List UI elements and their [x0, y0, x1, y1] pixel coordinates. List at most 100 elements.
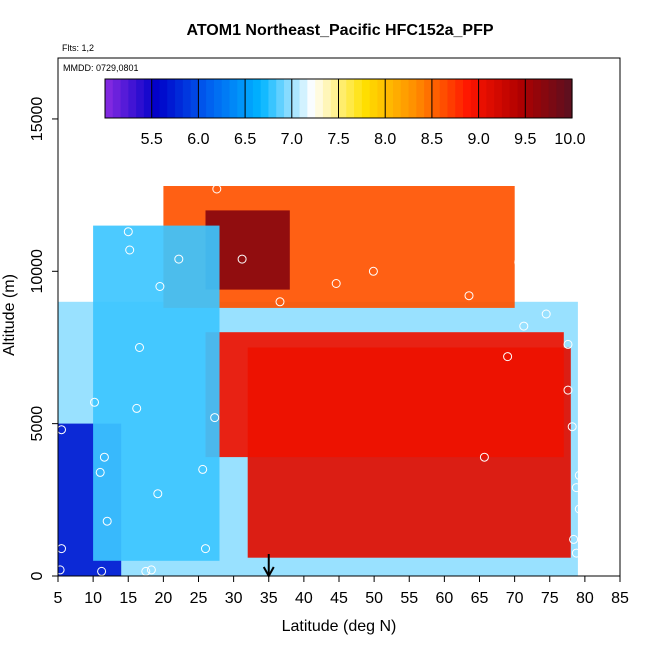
sample-point [135, 343, 144, 352]
colorbar-segment [424, 79, 433, 118]
sample-point [571, 548, 581, 558]
arrow-head [262, 566, 275, 579]
sample-point [97, 566, 107, 576]
field-hotspot [205, 210, 290, 290]
sample-point [530, 269, 540, 279]
colorbar-segment [447, 79, 456, 118]
colorbar-segment [182, 79, 192, 118]
colorbar-segment [385, 79, 394, 118]
colorbar-tick-label: 9.0 [467, 131, 489, 148]
x-tick-label: 65 [471, 590, 489, 607]
colorbar-segment [455, 79, 464, 118]
colorbar-segment [533, 79, 542, 118]
colorbar-segment [330, 79, 340, 118]
sample-point [78, 227, 88, 237]
colorbar-segment [136, 79, 145, 118]
colorbar-segment [159, 79, 168, 118]
x-tick-label: 85 [611, 590, 629, 607]
sample-point [153, 489, 163, 499]
sample-point [132, 403, 142, 413]
sample-point [198, 464, 208, 474]
x-tick-label: 70 [506, 590, 524, 607]
colorbar-segment [105, 79, 114, 118]
y-axis: 0 5000 10000 15000 [29, 97, 58, 580]
sample-point [519, 321, 529, 331]
x-tick-label: 35 [260, 590, 278, 607]
colorbar-tick-label: 10.0 [554, 131, 585, 148]
colorbar-segment [431, 79, 441, 118]
colorbar-tick-label: 7.0 [281, 131, 303, 148]
colorbar-segment [151, 79, 161, 118]
colorbar-tick-label: 5.5 [141, 131, 163, 148]
sample-point [95, 467, 105, 477]
colorbar: 5.5 6.0 6.5 7.0 7.5 8.0 8.5 9.0 9.5 10.0 [104, 78, 586, 148]
colorbar-segment [221, 79, 231, 118]
sample-point [331, 279, 341, 288]
colorbar-segment [392, 79, 402, 118]
sample-point [174, 254, 184, 264]
colorbar-segment [252, 79, 262, 118]
colorbar-segment [463, 79, 472, 118]
colorbar-segment [112, 79, 122, 118]
colorbar-segment [260, 79, 270, 118]
colorbar-segment [501, 79, 511, 118]
x-tick-label: 10 [84, 590, 102, 607]
colorbar-segment [284, 79, 293, 118]
colorbar-segment [276, 79, 285, 118]
sample-point [90, 397, 99, 407]
colorbar-segment [494, 79, 503, 118]
sample-point [574, 470, 584, 480]
x-tick-label: 30 [225, 590, 243, 607]
colorbar-segment [315, 79, 324, 118]
colorbar-segment [478, 79, 487, 118]
sample-point [561, 275, 571, 285]
colorbar-segment [245, 79, 254, 118]
colorbar-segment [143, 79, 153, 118]
colorbar-segment [213, 79, 223, 118]
colorbar-segment [556, 79, 565, 118]
colorbar-segment [377, 79, 386, 118]
sample-point [99, 452, 109, 462]
colorbar-tick-label: 6.0 [187, 131, 209, 148]
y-axis-label: Altitude (m) [1, 274, 18, 356]
sample-point [514, 257, 524, 267]
x-tick-label: 45 [330, 590, 348, 607]
colorbar-segment [525, 79, 534, 118]
sample-point [563, 339, 573, 349]
colorbar-segment [338, 79, 347, 118]
colorbar-segment [198, 79, 207, 118]
colorbar-segment [369, 79, 379, 118]
sample-point [210, 413, 220, 423]
sample-point [563, 385, 573, 395]
x-tick-label: 40 [295, 590, 313, 607]
colorbar-segment [299, 79, 308, 118]
sample-point [212, 184, 222, 194]
x-tick-label: 55 [400, 590, 418, 607]
sample-point [574, 504, 584, 514]
colorbar-segment [486, 79, 495, 118]
sample-point [503, 352, 513, 362]
colorbar-segment [564, 79, 573, 118]
colorbar-tick-label: 9.5 [514, 131, 536, 148]
sample-point [141, 566, 151, 576]
x-axis: 5 10 15 20 25 30 35 40 45 50 55 60 65 70 75 80 85 [54, 576, 629, 607]
chart-title: ATOM1 Northeast_Pacific HFC152a_PFP [186, 22, 493, 39]
colorbar-segment [361, 79, 371, 118]
sample-point [275, 297, 285, 307]
colorbar-segment [346, 79, 355, 118]
sample-point [201, 544, 210, 554]
sample-point [55, 565, 65, 575]
sample-point [125, 245, 135, 255]
x-tick-label: 20 [154, 590, 172, 607]
x-tick-label: 50 [365, 590, 383, 607]
field-midlat-low [93, 225, 220, 561]
sample-point [550, 285, 560, 295]
colorbar-segment [128, 79, 137, 118]
colorbar-segment [190, 79, 199, 118]
sample-point [237, 254, 247, 264]
x-tick-label: 5 [54, 590, 63, 607]
colorbar-segment [509, 79, 519, 118]
colorbar-segment [237, 79, 246, 118]
colorbar-segment [322, 79, 332, 118]
